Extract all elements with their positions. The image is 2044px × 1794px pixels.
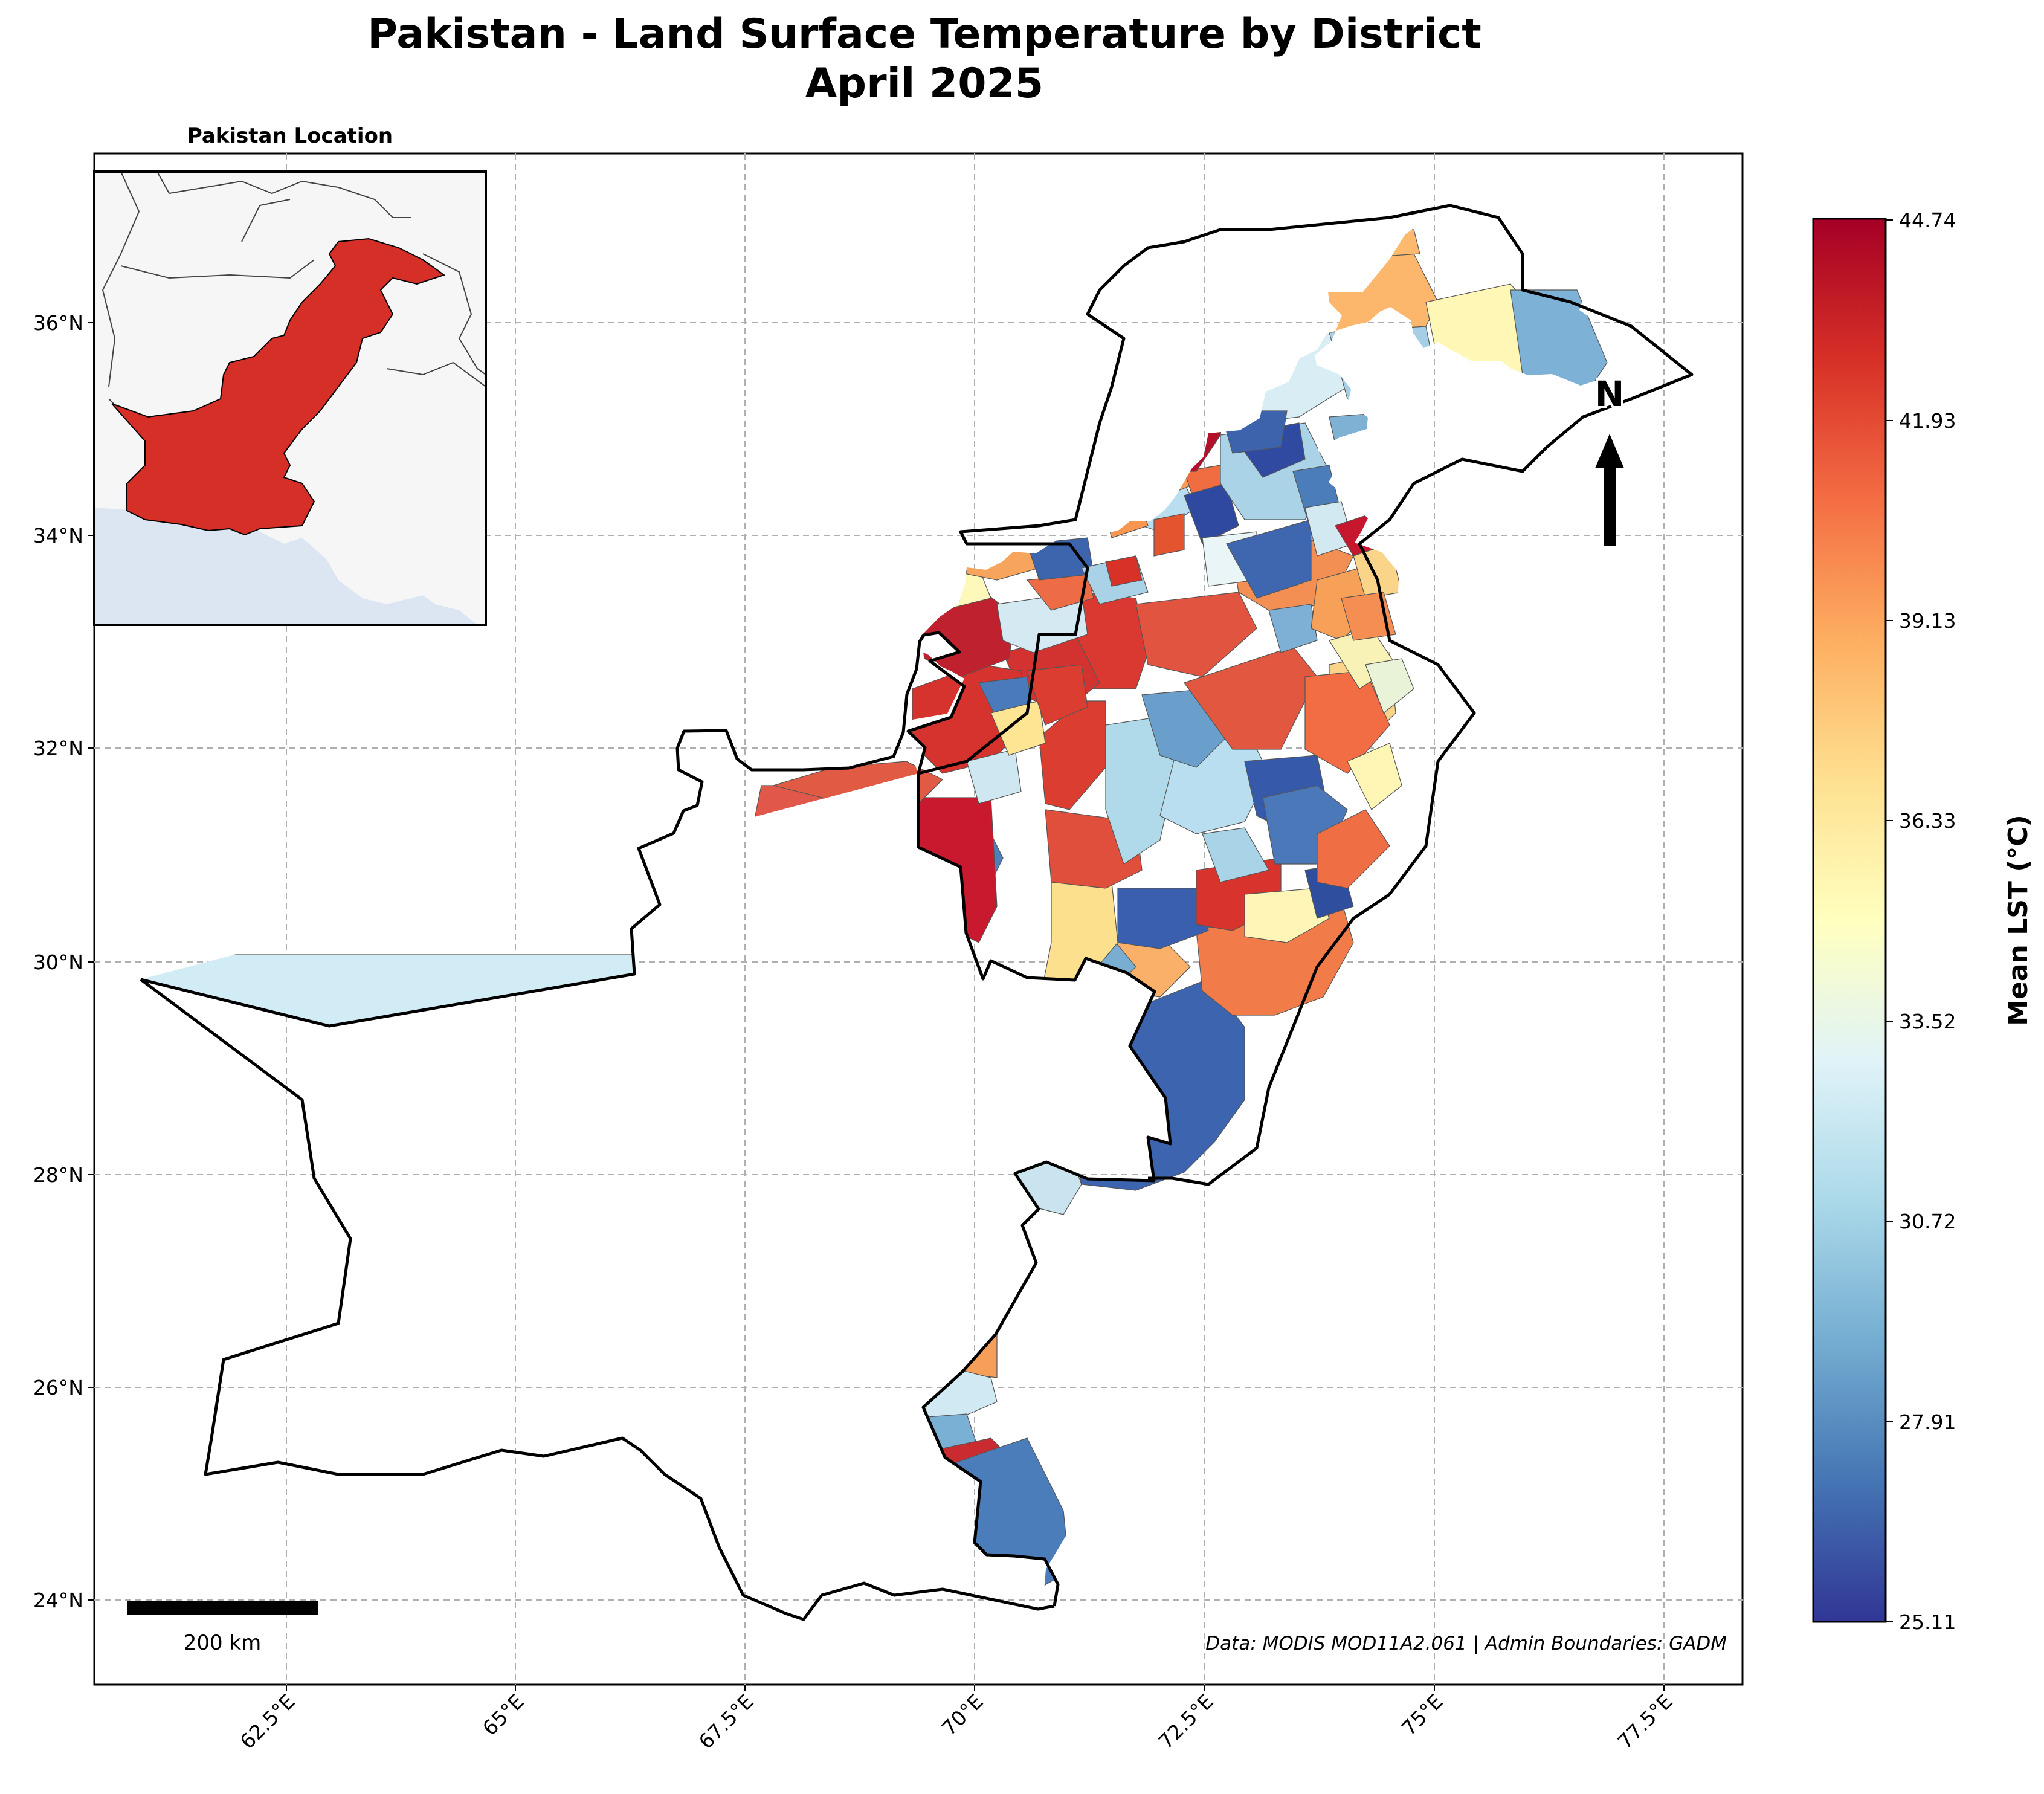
inset-pakistan [111, 237, 446, 536]
colorbar: 44.74 41.93 39.13 36.33 33.52 30.72 27.9… [1812, 208, 2034, 1634]
y-tick-28: 28°N [33, 1163, 83, 1187]
district-shangla [1184, 483, 1239, 544]
x-tick-72-5: 72.5°E [1154, 1689, 1218, 1754]
colorbar-tick-3: 36.33 [1899, 809, 1956, 833]
y-axis-labels: 36°N 34°N 32°N 30°N 28°N 26°N 24°N [33, 311, 94, 1612]
colorbar-tick-2: 39.13 [1899, 609, 1956, 633]
district-narowal [1347, 743, 1402, 810]
x-tick-67-5: 67.5°E [694, 1689, 758, 1754]
district-karak [1027, 664, 1088, 726]
colorbar-tick-7: 25.11 [1899, 1610, 1956, 1634]
district-tank [966, 749, 1022, 804]
colorbar-gradient [1812, 218, 1887, 1623]
x-axis-labels: 62.5°E 65°E 67.5°E 70°E 72.5°E 75°E 77.5… [236, 1685, 1677, 1754]
y-tick-32: 32°N [33, 737, 83, 760]
district-toba [1202, 827, 1269, 883]
district-haripur [1226, 519, 1312, 599]
district-nowshera [1105, 555, 1143, 587]
north-arrow-head [1595, 434, 1624, 468]
colorbar-ticks: 44.74 41.93 39.13 36.33 33.52 30.72 27.9… [1886, 208, 1956, 1634]
district-gujranwala [1365, 658, 1414, 714]
pakistan-outline [140, 631, 1172, 1607]
y-tick-34: 34°N [33, 524, 83, 547]
y-tick-26: 26°N [33, 1376, 83, 1399]
scale-bar: 200 km [127, 1601, 318, 1655]
scale-bar-line [127, 1601, 318, 1615]
colorbar-tick-5: 30.72 [1899, 1210, 1956, 1233]
north-arrow-shaft [1604, 465, 1616, 546]
district-kasur [1317, 809, 1390, 889]
district-khushab [1135, 592, 1257, 677]
pakistan-northeast-outline [918, 204, 1694, 1186]
pakistan-coast [140, 978, 1055, 1621]
y-tick-30: 30°N [33, 950, 83, 974]
colorbar-tick-0: 44.74 [1899, 208, 1956, 232]
scale-bar-label: 200 km [184, 1631, 262, 1655]
attribution: Data: MODIS MOD11A2.061 | Admin Boundari… [1205, 1633, 1727, 1654]
colorbar-tick-4: 33.52 [1899, 1010, 1956, 1033]
x-tick-70: 70°E [937, 1689, 988, 1740]
colorbar-tick-6: 27.91 [1899, 1410, 1956, 1434]
map-title-line1: Pakistan - Land Surface Temperature by D… [367, 10, 1481, 58]
district-jhelum [1268, 604, 1318, 653]
map-title: Pakistan - Land Surface Temperature by D… [0, 10, 1849, 109]
x-tick-77-5: 77.5°E [1613, 1689, 1677, 1754]
inset-map: Pakistan Location [93, 124, 487, 626]
x-tick-65: 65°E [478, 1689, 529, 1740]
y-tick-24: 24°N [33, 1589, 83, 1612]
inset-sea [94, 508, 477, 625]
colorbar-tick-1: 41.93 [1899, 409, 1956, 433]
y-tick-36: 36°N [33, 311, 83, 335]
district-pakpattan [1244, 888, 1330, 943]
x-tick-62-5: 62.5°E [236, 1689, 300, 1754]
district-bannu [990, 700, 1046, 756]
north-arrow: N [1593, 371, 1626, 546]
inset-frame [93, 170, 487, 626]
district-khanewal [1117, 888, 1209, 949]
north-arrow-label: N [1595, 373, 1625, 415]
map-title-line2: April 2025 [805, 60, 1044, 108]
inset-borders [102, 171, 486, 502]
inset-title: Pakistan Location [187, 124, 393, 148]
colorbar-label: Mean LST (°C) [2003, 815, 2034, 1026]
district-swabi [1153, 513, 1185, 557]
x-tick-75: 75°E [1397, 1689, 1448, 1740]
district-mandi [1184, 646, 1318, 750]
